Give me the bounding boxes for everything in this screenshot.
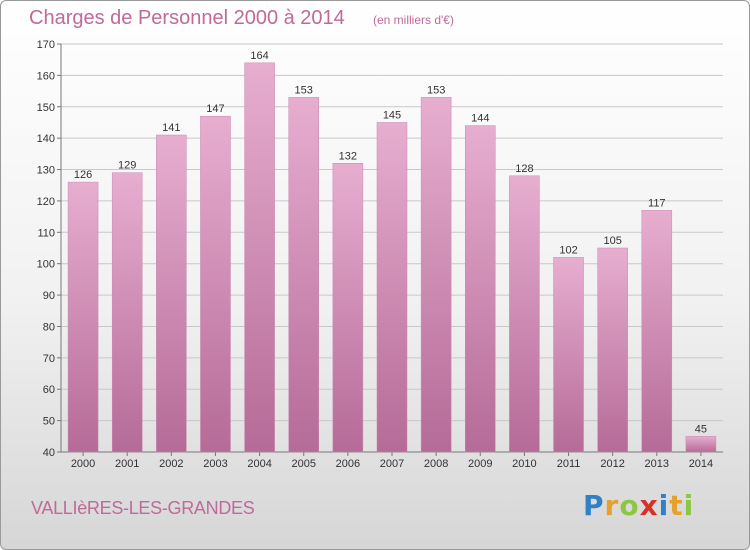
bar-value-label: 164 [250,50,268,62]
bar-value-label: 129 [118,160,136,172]
x-tick-label: 2012 [600,458,624,470]
y-tick-label: 160 [37,70,55,82]
x-tick-label: 2004 [247,458,271,470]
bar-value-label: 145 [383,109,401,121]
y-tick-label: 150 [37,102,55,114]
proxiti-logo[interactable]: Proxiti [583,489,694,522]
bar [685,436,717,453]
bar-value-label: 102 [559,244,577,256]
bar [67,181,99,453]
bar [244,62,275,453]
bar [597,247,628,453]
bar [288,97,319,453]
bar [553,257,584,453]
logo-letter: o [619,489,640,522]
bar [509,175,540,453]
y-tick-label: 110 [37,227,55,239]
logo-letter: i [683,489,695,522]
bar [200,115,231,453]
y-tick-label: 120 [37,196,55,208]
bars [67,62,717,453]
x-tick-label: 2002 [159,458,183,470]
bar-value-label: 105 [603,235,621,247]
logo-letter: t [669,489,684,522]
y-tick-label: 170 [37,39,55,51]
bar-value-label: 144 [471,113,489,125]
y-tick-label: 90 [43,290,55,302]
x-tick-label: 2013 [645,458,669,470]
y-tick-label: 130 [37,165,55,177]
bar-value-label: 153 [427,84,445,96]
x-tick-label: 2010 [512,458,536,470]
bar-value-label: 141 [162,122,180,134]
bar [420,97,452,453]
town-name: VALLIèRES-LES-GRANDES [31,498,255,518]
x-tick-label: 2014 [689,458,713,470]
y-tick-label: 140 [37,133,55,145]
x-tick-label: 2003 [203,458,227,470]
chart-title: Charges de Personnel 2000 à 2014 [29,7,345,29]
x-tick-label: 2007 [380,458,404,470]
logo-letter: r [604,489,620,522]
bar [156,134,187,453]
logo-letter: P [583,489,605,522]
chart-subtitle: (en milliers d'€) [373,13,454,27]
x-tick-label: 2001 [115,458,139,470]
bar-value-label: 126 [74,169,92,181]
x-tick-label: 2009 [468,458,492,470]
bar-value-label: 147 [206,103,224,115]
bar [376,122,408,453]
y-tick-label: 70 [43,353,55,365]
logo-letter: i [658,489,670,522]
bar [641,210,673,453]
x-tick-label: 2005 [291,458,315,470]
x-tick-label: 2008 [424,458,448,470]
bar-value-label: 128 [515,163,533,175]
bar [465,125,496,453]
x-tick-label: 2011 [557,458,581,470]
bar [332,163,364,453]
bar-value-label: 153 [295,84,313,96]
logo-letter: x [639,489,659,522]
bar [111,172,143,453]
bar-value-label: 45 [695,423,707,435]
y-tick-label: 50 [43,416,55,428]
x-tick-label: 2000 [71,458,95,470]
y-tick-label: 40 [43,447,55,459]
bar-value-label: 132 [339,150,357,162]
y-tick-label: 60 [43,384,55,396]
bar-value-label: 117 [648,197,666,209]
y-tick-label: 100 [37,259,55,271]
y-tick-label: 80 [43,321,55,333]
labels: 40 50 60 70 80 90 100 110 120 130 140 150 160 170 126 2… [37,39,714,470]
x-tick-label: 2006 [336,458,360,470]
